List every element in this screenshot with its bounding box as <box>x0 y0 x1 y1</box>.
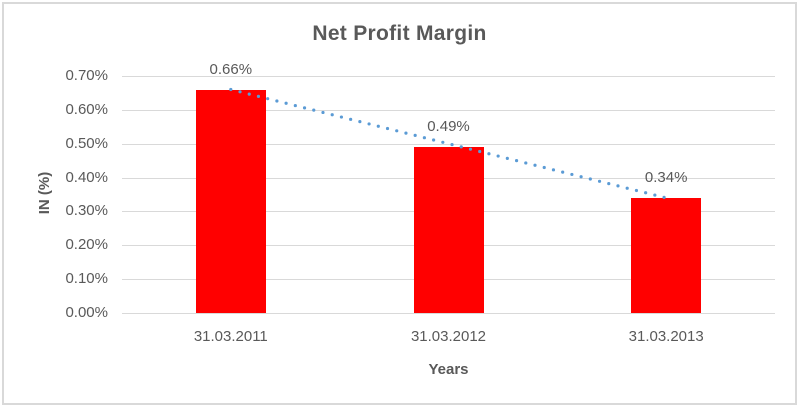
y-axis-tick-label: 0.10% <box>65 270 108 288</box>
chart-title: Net Profit Margin <box>312 22 487 45</box>
x-axis-title: Years <box>428 361 469 378</box>
y-axis-tick-label: 0.50% <box>65 134 108 152</box>
y-axis-tick-label: 0.60% <box>65 100 108 118</box>
x-axis-tick-label: 31.03.2012 <box>410 328 487 345</box>
bar <box>631 197 702 313</box>
trendline <box>229 87 668 200</box>
y-axis-tick-label: 0.20% <box>65 236 108 254</box>
bar-value-label: 0.34% <box>644 168 688 186</box>
bar <box>413 147 484 313</box>
gridline <box>122 76 775 77</box>
bar-value-label: 0.49% <box>427 118 470 136</box>
y-axis-tick-label: 0.40% <box>65 168 108 186</box>
gridline <box>122 109 775 111</box>
gridline <box>122 313 775 314</box>
x-axis-tick-label: 31.03.2013 <box>628 328 704 345</box>
y-axis-tick-label: 0.30% <box>65 202 108 220</box>
bar-value-label: 0.66% <box>209 60 253 78</box>
y-axis-tick-label: 0.00% <box>65 304 108 321</box>
x-axis-tick-label: 31.03.2011 <box>193 328 268 345</box>
y-axis-tick-label: 0.70% <box>65 67 108 84</box>
bar <box>195 89 266 313</box>
trendline-dotted-line <box>229 87 668 200</box>
gridline <box>122 143 775 145</box>
